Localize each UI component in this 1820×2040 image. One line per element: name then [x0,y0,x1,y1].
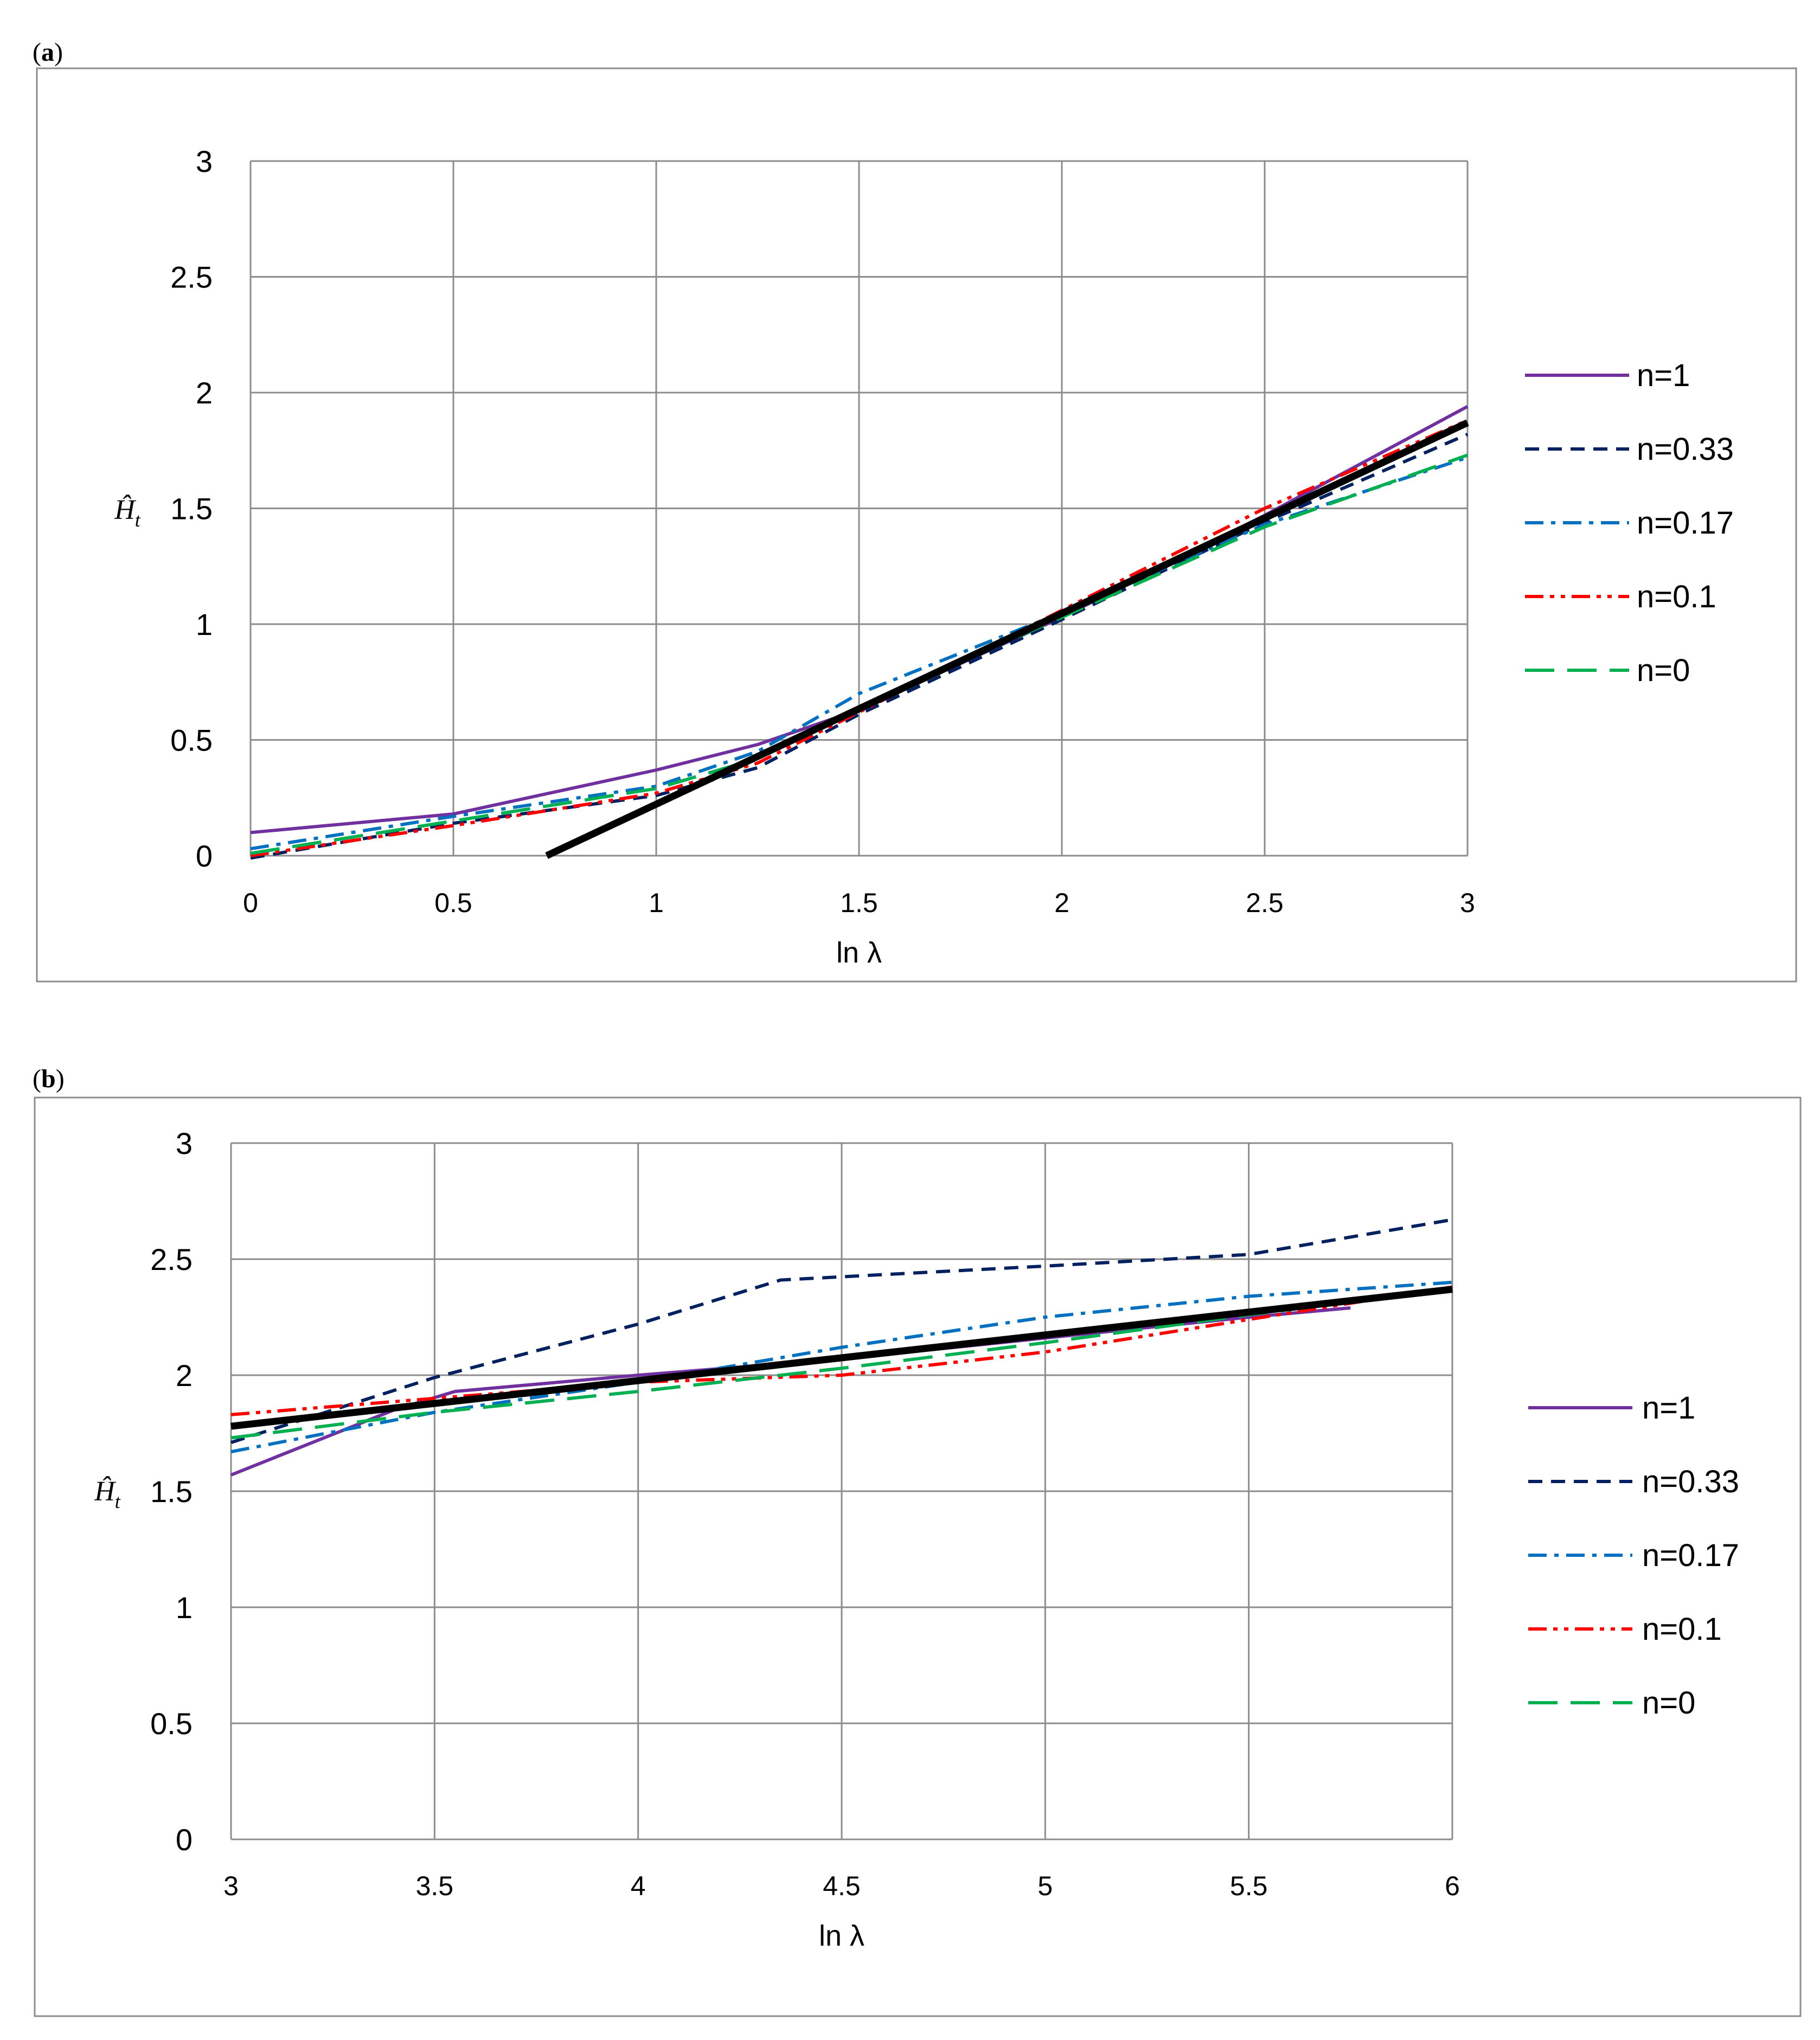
x-tick-label: 4.5 [823,1871,861,1901]
y-tick-label: 2 [196,376,213,410]
legend-label: n=0.1 [1637,579,1716,614]
legend: n=1 n=0.33 n=0.17 n=0.1 n=0 [1525,358,1734,688]
x-tick-label: 3 [1460,888,1475,918]
y-tick-label: 0 [196,839,213,873]
legend-label: n=1 [1642,1390,1695,1426]
y-tick-label: 2 [176,1358,193,1393]
legend-label: n=0 [1637,653,1690,688]
panel-label: (a) [33,38,63,67]
x-tick-label: 6 [1445,1871,1460,1901]
y-tick-label: 1.5 [150,1474,193,1509]
legend-label: n=0 [1642,1685,1695,1721]
y-tick-label: 0 [176,1823,193,1857]
x-tick-label: 0.5 [434,888,472,918]
series-line-n-0-1 [230,1285,1453,1416]
series-line-n-0-33 [230,1218,1453,1444]
chart-frame [34,1096,1802,2017]
y-tick-label: 2.5 [150,1242,193,1276]
gridlines [230,1142,1453,1840]
y-tick-label: 1 [196,607,213,641]
chart-frame [36,67,1797,983]
x-tick-label: 4 [631,1871,646,1901]
panel-label: (b) [33,1064,65,1093]
x-tick-label: 0 [243,888,258,918]
x-axis-title: ln λ [836,936,882,969]
series-line-n-0-17 [250,456,1468,851]
series-line-n-0-1 [250,419,1469,857]
x-tick-label: 3 [223,1871,239,1901]
legend: n=1 n=0.33 n=0.17 n=0.1 n=0 [1528,1390,1739,1721]
x-tick-label: 2 [1054,888,1069,918]
x-tick-label: 1 [649,888,664,918]
x-tick-label: 3.5 [416,1871,454,1901]
y-tick-label: 1 [176,1590,193,1625]
legend-label: n=0.33 [1637,432,1734,467]
y-tick-label: 1.5 [170,492,213,526]
y-tick-label: 0.5 [150,1707,193,1741]
legend-label: n=0.17 [1637,505,1734,541]
fit-line [545,419,1469,859]
series-line-n-0-17 [230,1280,1453,1454]
legend-label: n=0.33 [1642,1464,1739,1499]
y-tick-label: 2.5 [170,260,213,294]
gridlines [249,160,1469,857]
x-tick-label: 5 [1037,1871,1053,1901]
x-axis-title: ln λ [819,1920,864,1952]
legend-label: n=0.1 [1642,1612,1722,1647]
series-lines [230,1218,1453,1477]
y-axis-title: Ĥt [94,1476,121,1512]
series-lines [250,405,1469,860]
legend-label: n=0.17 [1642,1538,1739,1573]
legend-label: n=1 [1637,358,1690,393]
y-tick-label: 3 [196,144,213,178]
x-tick-label: 5.5 [1230,1871,1268,1901]
x-tick-label: 2.5 [1246,888,1284,918]
y-axis-title: Ĥt [114,494,141,531]
x-tick-label: 1.5 [840,888,878,918]
y-tick-label: 3 [176,1126,193,1160]
y-tick-label: 0.5 [170,723,213,758]
fit-line [230,1286,1453,1430]
